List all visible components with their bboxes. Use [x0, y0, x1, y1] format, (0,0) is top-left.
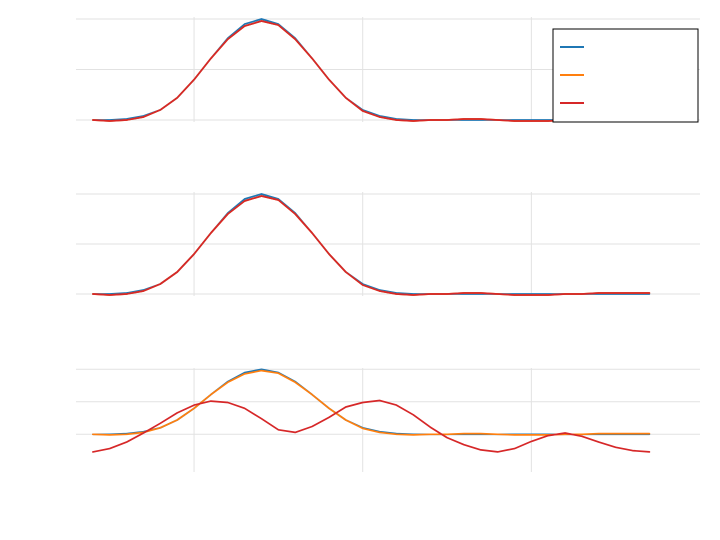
panels [76, 17, 700, 472]
series-line-3 [92, 399, 651, 453]
subplot-2 [76, 192, 700, 296]
series-line-3 [92, 195, 651, 296]
subplot-3 [76, 368, 700, 472]
legend [552, 28, 699, 123]
